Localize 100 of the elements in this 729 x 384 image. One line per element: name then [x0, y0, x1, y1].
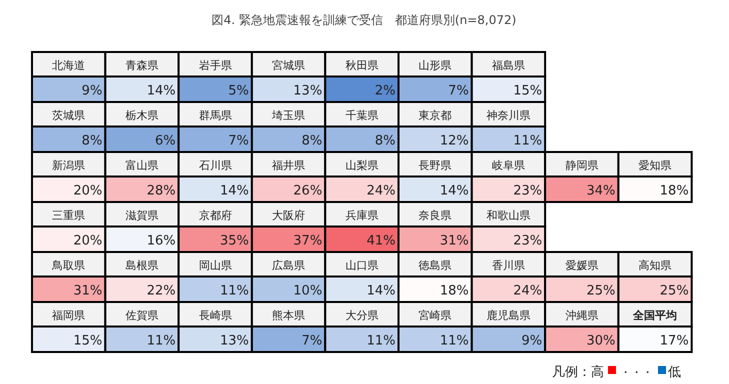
category-label: 愛媛県	[565, 258, 598, 272]
data-label: 17%	[660, 333, 689, 348]
category-label: 石川県	[198, 158, 232, 172]
category-label: 島根県	[125, 258, 158, 272]
data-label: 25%	[660, 283, 689, 298]
data-label: 10%	[293, 283, 322, 298]
data-label: 16%	[146, 233, 176, 248]
category-label: 福島県	[492, 58, 525, 72]
category-label: 福井県	[272, 158, 306, 172]
data-label: 11%	[220, 283, 249, 298]
category-label: 広島県	[272, 258, 306, 272]
data-label: 41%	[366, 233, 396, 248]
category-label: 佐賀県	[125, 308, 158, 322]
data-label: 2%	[374, 83, 396, 98]
data-label: 15%	[73, 333, 102, 348]
data-label: 9%	[521, 333, 542, 348]
category-label: 茨城県	[52, 108, 86, 122]
data-label: 11%	[440, 333, 469, 348]
text: ・・・	[620, 366, 653, 379]
data-label: 18%	[440, 283, 469, 298]
data-label: 11%	[513, 133, 542, 148]
category-label: 福岡県	[52, 308, 86, 322]
data-label: 15%	[513, 83, 542, 98]
category-label: 山形県	[418, 58, 452, 72]
data-label: 9%	[82, 83, 102, 98]
data-label: 13%	[220, 333, 249, 348]
category-label: 栃木県	[125, 108, 158, 122]
data-label: 24%	[513, 283, 542, 298]
data-label: 24%	[366, 183, 396, 198]
category-label: 大分県	[345, 308, 378, 322]
data-label: 14%	[220, 183, 249, 198]
data-label: 26%	[293, 183, 322, 198]
category-label: 北海道	[52, 58, 86, 72]
data-label: 5%	[228, 83, 249, 98]
data-label: 13%	[293, 83, 322, 98]
category-label: 東京都	[418, 108, 452, 122]
category-label: 鹿児島県	[486, 308, 530, 322]
data-label: 14%	[440, 183, 469, 198]
data-label: 8%	[374, 133, 396, 148]
data-label: 34%	[586, 183, 616, 198]
category-label: 香川県	[492, 258, 525, 272]
data-label: 23%	[513, 233, 542, 248]
data-label: 14%	[366, 283, 396, 298]
category-label: 埼玉県	[271, 108, 306, 122]
data-label: 31%	[440, 233, 469, 248]
data-label: 25%	[586, 283, 616, 298]
category-label: 大阪府	[272, 208, 306, 222]
category-label: 富山県	[125, 158, 158, 172]
data-label: 22%	[146, 283, 176, 298]
data-label: 20%	[73, 183, 102, 198]
category-label: 徳島県	[418, 258, 452, 272]
category-label: 沖縄県	[565, 308, 598, 322]
category-label: 岡山県	[198, 258, 232, 272]
data-label: 6%	[154, 133, 176, 148]
text: 図4. 緊急地震速報を訓練で受信 都道府県別(n=8,072)	[212, 13, 516, 27]
category-label: 山梨県	[345, 158, 378, 172]
data-label: 28%	[146, 183, 176, 198]
data-label: 14%	[146, 83, 176, 98]
category-label: 長野県	[418, 158, 452, 172]
category-label: 滋賀県	[125, 208, 158, 222]
category-label: 高知県	[638, 258, 672, 272]
category-label: 青森県	[125, 58, 158, 72]
category-label: 京都府	[198, 208, 232, 222]
data-label: 23%	[513, 183, 542, 198]
data-label: 7%	[228, 133, 249, 148]
category-label: 宮城県	[272, 58, 306, 72]
data-label: 37%	[293, 233, 322, 248]
text: 凡例：高	[552, 364, 604, 380]
data-label: 30%	[586, 333, 616, 348]
category-label: 群馬県	[198, 108, 232, 122]
data-label: 20%	[73, 233, 102, 248]
category-label: 岐阜県	[492, 158, 525, 172]
data-label: 12%	[440, 133, 469, 148]
data-label: 31%	[73, 283, 102, 298]
category-label: 静岡県	[565, 158, 598, 172]
category-label: 鳥取県	[51, 258, 86, 272]
data-label: 7%	[448, 83, 469, 98]
category-label: 新潟県	[52, 158, 86, 172]
category-label: 兵庫県	[345, 208, 378, 222]
category-label: 神奈川県	[486, 108, 530, 122]
data-label: 11%	[146, 333, 176, 348]
category-label: 秋田県	[345, 58, 378, 72]
category-label: 山口県	[345, 258, 378, 272]
data-label: 8%	[82, 133, 102, 148]
category-label: 奈良県	[418, 208, 452, 222]
category-label: 宮崎県	[418, 308, 452, 322]
data-label: 18%	[660, 183, 689, 198]
category-label: 千葉県	[345, 108, 378, 122]
data-label: 7%	[302, 333, 322, 348]
category-label: 熊本県	[272, 308, 306, 322]
data-label: 8%	[302, 133, 322, 148]
category-label: 愛知県	[638, 158, 672, 172]
data-label: 11%	[366, 333, 396, 348]
data-label: 35%	[220, 233, 249, 248]
category-label: 和歌山県	[486, 208, 530, 222]
category-label: 全国平均	[632, 308, 678, 322]
category-label: 長崎県	[198, 308, 232, 322]
text: 低	[668, 365, 681, 380]
category-label: 岩手県	[198, 58, 232, 72]
category-label: 三重県	[52, 208, 86, 222]
